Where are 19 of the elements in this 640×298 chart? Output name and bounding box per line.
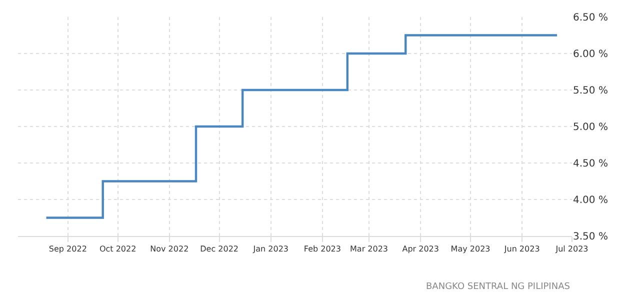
y-tick-label: 4.50 % <box>573 158 608 170</box>
y-tick-label: 6.50 % <box>573 12 608 24</box>
x-tick-label: Nov 2022 <box>150 244 189 254</box>
x-tick-label: Oct 2022 <box>99 244 136 254</box>
text: BANGKO SENTRAL NG PILIPINAS <box>426 282 570 292</box>
y-tick-label: 5.50 % <box>573 86 608 96</box>
x-tick-label: May 2023 <box>450 244 490 254</box>
x-tick-label: Mar 2023 <box>350 244 388 254</box>
x-tick-label: Jan 2023 <box>252 244 288 254</box>
x-tick-label: Jun 2023 <box>503 244 540 254</box>
x-tick-label: Jul 2023 <box>554 244 588 254</box>
x-tick-label: Sep 2022 <box>48 244 87 254</box>
x-tick-label: Feb 2023 <box>304 244 341 254</box>
y-tick-label: 6.00 % <box>573 49 608 60</box>
x-tick-label: Apr 2023 <box>402 244 439 254</box>
y-tick-label: 3.50 % <box>573 232 608 242</box>
y-tick-label: 5.00 % <box>573 122 608 133</box>
y-tick-label: 4.00 % <box>573 195 608 206</box>
x-tick-label: Dec 2022 <box>200 244 238 254</box>
